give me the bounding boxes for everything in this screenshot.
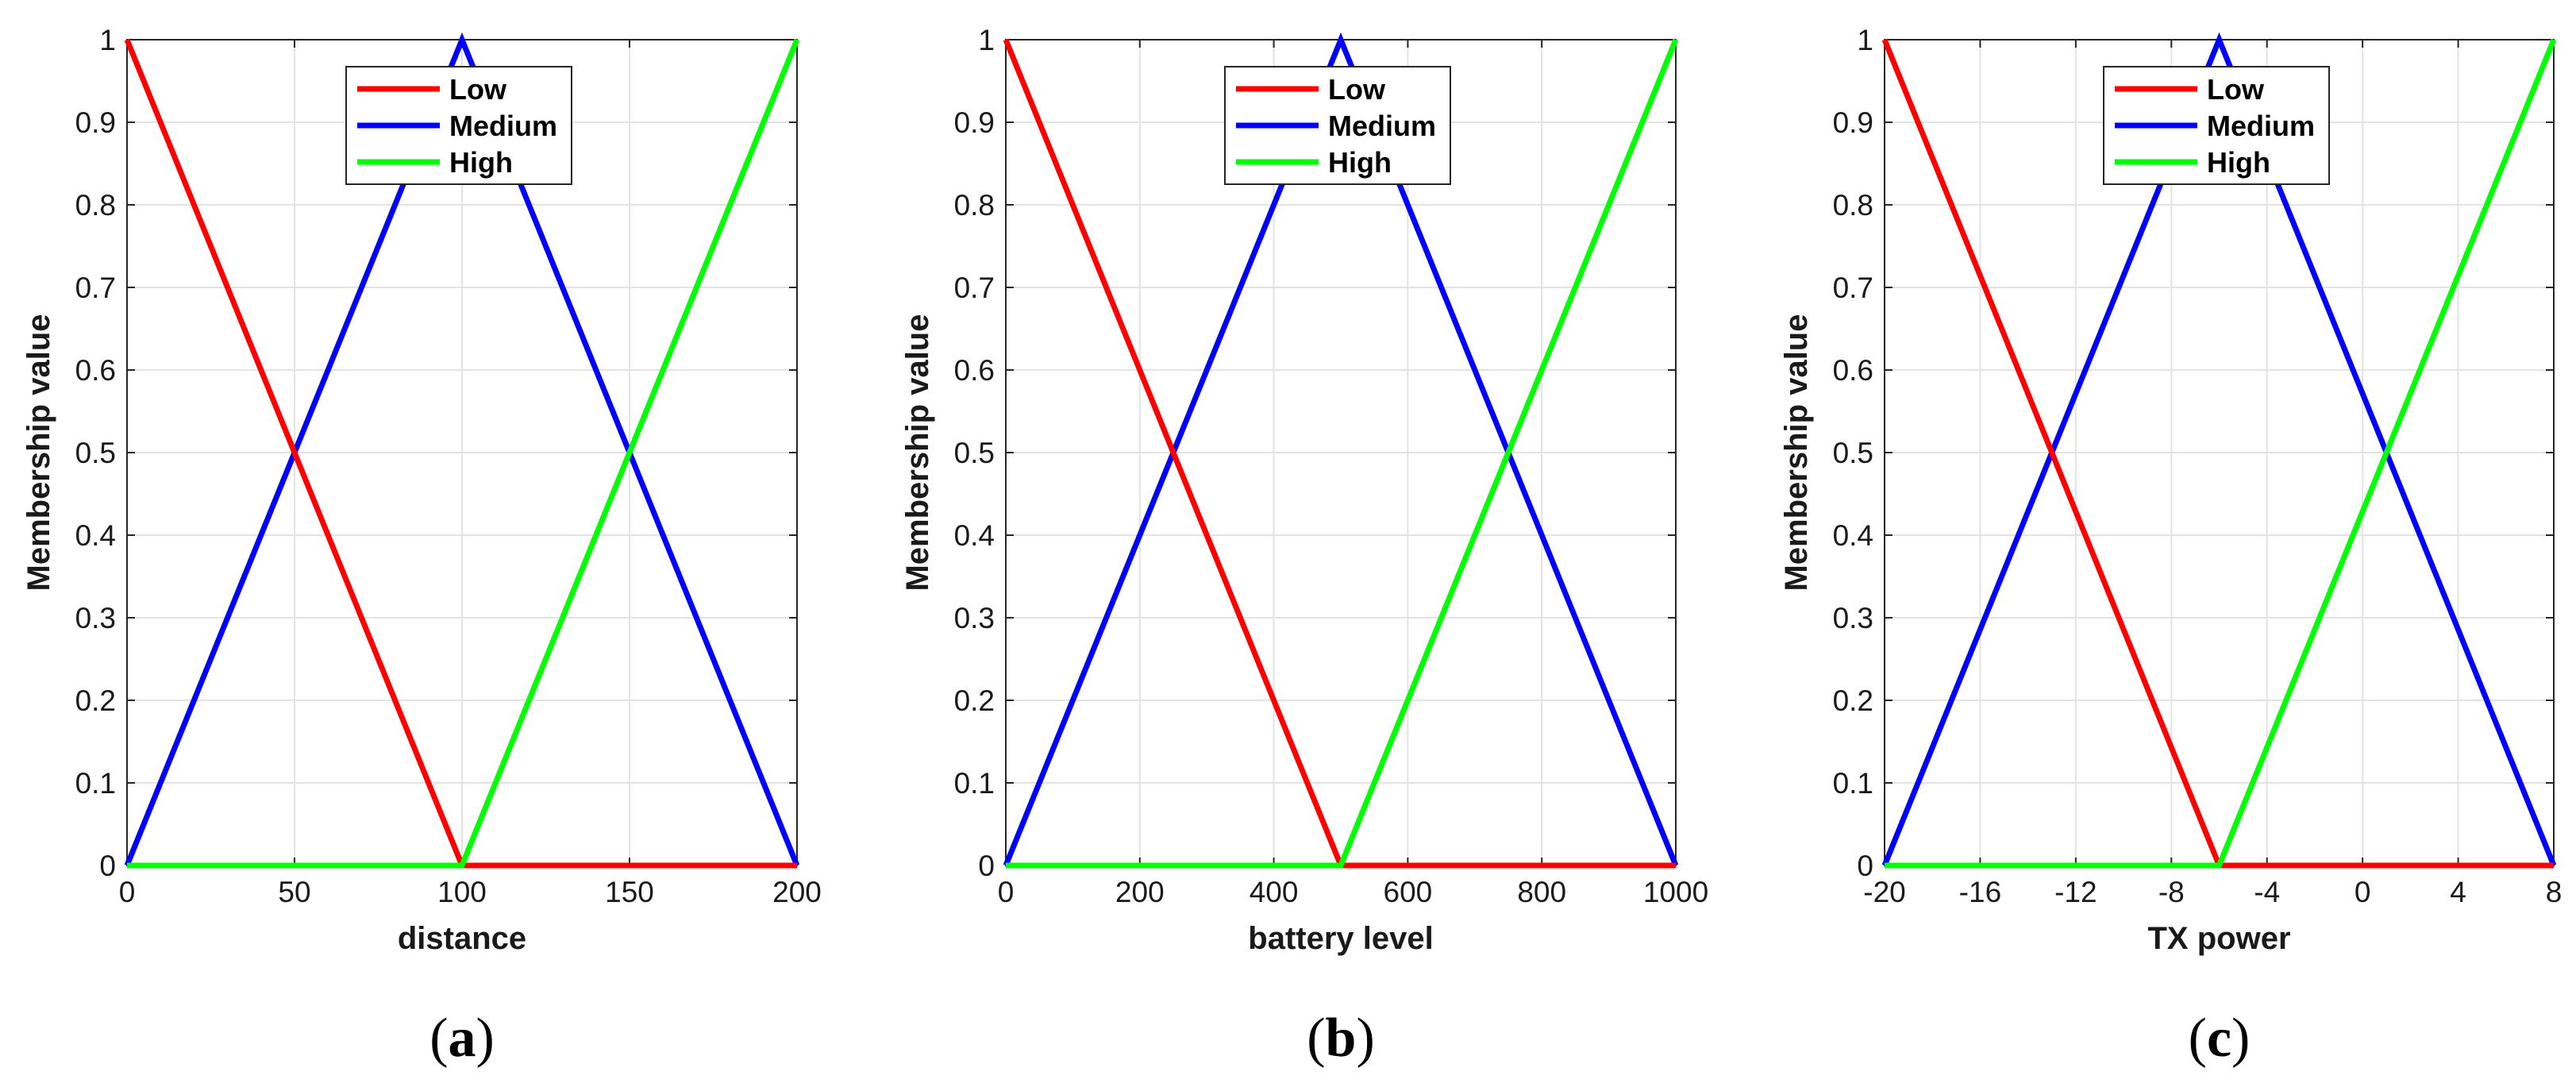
y-tick-label: 0.8 — [1833, 189, 1873, 222]
x-tick-label: 150 — [605, 876, 654, 908]
legend-label-high: High — [2207, 146, 2270, 179]
y-tick-label: 0.9 — [1833, 106, 1873, 139]
y-axis-label: Membership value — [1779, 314, 1814, 591]
x-tick-label: 4 — [2450, 876, 2466, 908]
legend: Low Medium High — [345, 66, 572, 185]
y-tick-label: 0.8 — [954, 189, 995, 222]
panel-caption: (a) — [429, 1008, 495, 1069]
y-tick-label: 0.7 — [954, 272, 995, 304]
y-tick-label: 0.4 — [1833, 519, 1873, 552]
chart-panel-b: 0 0.1 0.2 0.3 0.4 0.5 0.6 0.7 0.8 0.9 1 0 200 400 600 8… — [900, 24, 1708, 1069]
y-tick-label: 0.1 — [75, 767, 116, 800]
legend-label-low: Low — [1328, 73, 1386, 106]
x-tick-label: 200 — [772, 876, 822, 908]
y-tick-label: 0.3 — [1833, 602, 1873, 634]
x-tick-label: 1000 — [1643, 876, 1708, 908]
y-axis-label: Membership value — [900, 314, 935, 591]
x-tick-label: -8 — [2158, 876, 2185, 908]
x-tick-label: 800 — [1517, 876, 1566, 908]
y-tick-label: 1 — [99, 24, 116, 56]
series-line-high — [1885, 38, 2557, 869]
chart-panel-a: 0 0.1 0.2 0.3 0.4 0.5 0.6 0.7 0.8 0.9 1 0 50 100 150 20… — [21, 24, 822, 1069]
y-tick-label: 0.4 — [954, 519, 995, 552]
x-tick-label: 0 — [2355, 876, 2371, 908]
series-line-medium — [124, 32, 800, 867]
y-tick-label: 0.6 — [75, 354, 116, 387]
series-line-medium — [1881, 32, 2557, 867]
y-tick-label: 0 — [978, 850, 995, 882]
y-tick-label: 0.9 — [75, 106, 116, 139]
legend-label-low: Low — [449, 73, 507, 106]
y-tick-label: 0 — [1857, 850, 1873, 882]
y-tick-label: 0.2 — [1833, 684, 1873, 717]
y-tick-label: 0.6 — [1833, 354, 1873, 387]
x-tick-label: 600 — [1384, 876, 1433, 908]
legend-label-medium: Medium — [2207, 110, 2315, 142]
y-tick-label: 0.2 — [75, 684, 116, 717]
panel-caption-letter: c — [2207, 1008, 2231, 1069]
panel-caption: (b) — [1307, 1008, 1375, 1069]
y-tick-label: 1 — [978, 24, 995, 56]
y-tick-label: 0.3 — [75, 602, 116, 634]
panel-caption-letter: b — [1326, 1008, 1357, 1069]
y-tick-label: 0.4 — [75, 519, 116, 552]
legend-label-medium: Medium — [449, 110, 557, 142]
y-tick-label: 0.5 — [1833, 437, 1873, 469]
x-tick-label: 50 — [278, 876, 310, 908]
y-tick-label: 0.3 — [954, 602, 995, 634]
y-tick-label: 0.5 — [75, 437, 116, 469]
x-tick-label: -20 — [1863, 876, 1905, 908]
chart-panel-c: 0 0.1 0.2 0.3 0.4 0.5 0.6 0.7 0.8 0.9 1 -20 -16 -12 -8… — [1779, 24, 2562, 1069]
legend-label-high: High — [1328, 146, 1392, 179]
x-axis-label: battery level — [1248, 921, 1433, 956]
x-tick-label: 100 — [437, 876, 487, 908]
legend-label-medium: Medium — [1328, 110, 1436, 142]
x-tick-label: 0 — [998, 876, 1015, 908]
y-tick-label: 0.7 — [75, 272, 116, 304]
series-line-medium — [1003, 32, 1679, 867]
y-tick-label: 0.8 — [75, 189, 116, 222]
panel-caption: (c) — [2189, 1008, 2251, 1069]
y-tick-label: 0.9 — [954, 106, 995, 139]
legend-label-low: Low — [2207, 73, 2265, 106]
legend: Low Medium High — [2103, 66, 2330, 185]
x-tick-label: -4 — [2254, 876, 2280, 908]
x-tick-label: 8 — [2546, 876, 2563, 908]
series-line-high — [1006, 38, 1679, 869]
y-tick-label: 1 — [1857, 24, 1873, 56]
x-tick-label: -12 — [2054, 876, 2097, 908]
y-tick-label: 0.1 — [1833, 767, 1873, 800]
x-tick-label: 200 — [1115, 876, 1165, 908]
series-line-high — [127, 38, 800, 869]
y-tick-label: 0.6 — [954, 354, 995, 387]
panel-caption-letter: a — [449, 1008, 476, 1069]
x-axis-label: distance — [398, 921, 526, 956]
x-tick-label: 0 — [119, 876, 136, 908]
y-tick-label: 0 — [99, 850, 116, 882]
x-tick-label: 400 — [1249, 876, 1299, 908]
y-tick-label: 0.2 — [954, 684, 995, 717]
y-tick-label: 0.5 — [954, 437, 995, 469]
y-axis-label: Membership value — [21, 314, 56, 591]
y-tick-label: 0.1 — [954, 767, 995, 800]
legend: Low Medium High — [1224, 66, 1451, 185]
legend-label-high: High — [449, 146, 513, 179]
y-tick-label: 0.7 — [1833, 272, 1873, 304]
x-tick-label: -16 — [1959, 876, 2001, 908]
x-axis-label: TX power — [2147, 921, 2290, 956]
